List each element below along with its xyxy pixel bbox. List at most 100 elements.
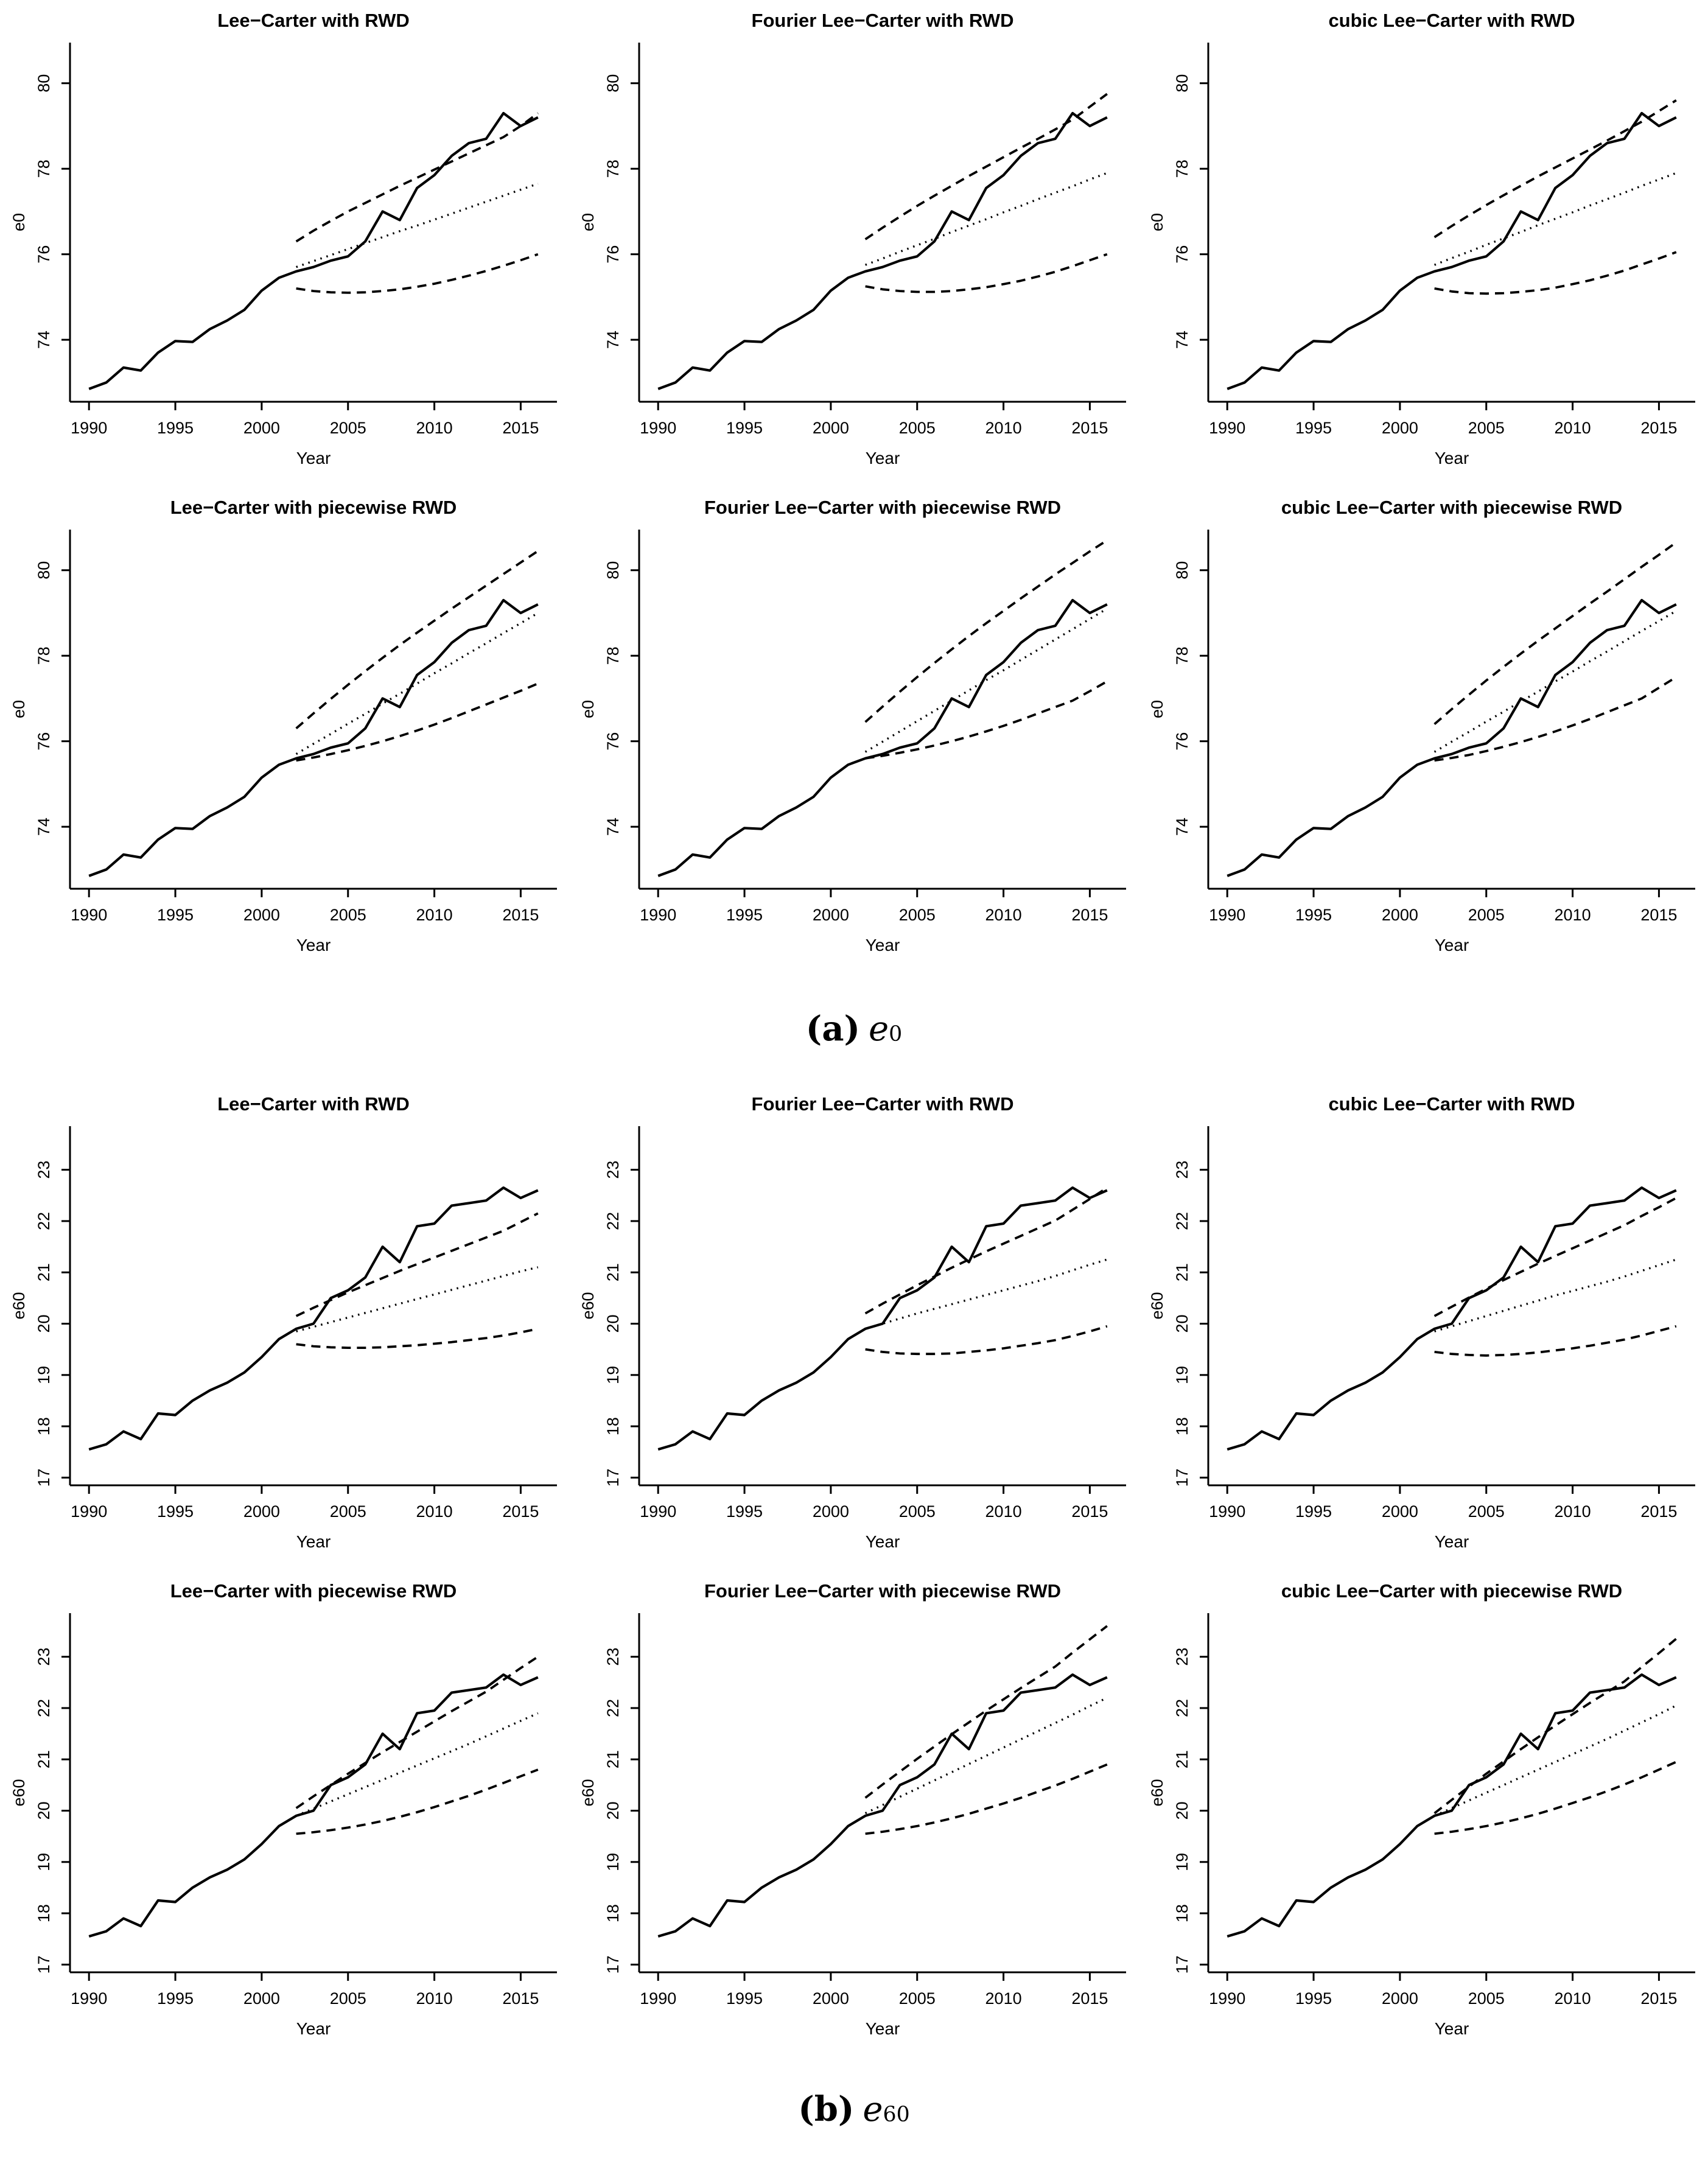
x-tick-label: 1990: [1209, 1989, 1245, 2008]
y-tick-label: 17: [604, 1955, 622, 1974]
x-tick-label: 1990: [1209, 1502, 1245, 1521]
x-tick-label: 2010: [416, 419, 453, 437]
x-axis-title: Year: [296, 449, 331, 468]
forecast-upper-interval-line: [295, 550, 539, 730]
y-tick-label: 80: [35, 74, 53, 93]
x-tick-label: 1990: [640, 1502, 676, 1521]
x-tick-label: 2005: [330, 906, 366, 924]
x-axis-title: Year: [1435, 2019, 1469, 2038]
forecast-lower-interval-line: [296, 253, 539, 294]
chart-canvas-e60-fourier-lc-rwd: Fourier Lee−Carter with RWD 1990 1995 2000 2…: [579, 1093, 1126, 1551]
y-tick-label: 22: [604, 1212, 622, 1230]
x-axis-title: Year: [296, 936, 331, 954]
forecast-mean-line: [295, 612, 539, 755]
x-tick-label: 2000: [813, 1502, 849, 1521]
y-tick-label: 18: [35, 1417, 53, 1435]
forecast-mean-line: [295, 1712, 539, 1817]
y-tick-label: 18: [604, 1417, 622, 1435]
x-tick-label: 2010: [1555, 419, 1591, 437]
x-tick-label: 2000: [1382, 1502, 1418, 1521]
figure-group-e60: Lee−Carter with RWD 1990 1995 2000 2005 2010 2…: [0, 1084, 1708, 2161]
y-axis-title: e0: [579, 700, 597, 718]
chart-e0-fourier-lc-piecewise-rwd: Fourier Lee−Carter with piecewise RWD 199…: [569, 487, 1138, 974]
y-tick-label: 74: [1173, 818, 1191, 836]
caption-a-label: (a): [805, 1009, 861, 1049]
x-tick-label: 2000: [1382, 419, 1418, 437]
chart-e0-lc-rwd: Lee−Carter with RWD 1990 1995 2000 2005 2010 2…: [0, 0, 569, 487]
x-tick-label: 2010: [985, 906, 1022, 924]
caption-a-subscript: 0: [889, 1021, 903, 1046]
y-tick-label: 23: [1173, 1648, 1191, 1666]
chart-canvas-e0-fourier-lc-rwd: Fourier Lee−Carter with RWD 1990 1995 2000 2…: [579, 10, 1126, 468]
x-tick-label: 1990: [1209, 906, 1245, 924]
x-tick-label: 2015: [1071, 1989, 1108, 2008]
forecast-mean-line: [865, 1258, 1108, 1330]
x-axis-title: Year: [296, 2019, 331, 2038]
x-tick-label: 1990: [640, 419, 676, 437]
x-tick-label: 1990: [640, 1989, 676, 2008]
forecast-upper-interval-line: [1433, 99, 1677, 239]
forecast-upper-interval-line: [864, 539, 1108, 723]
chart-e60-cubic-lc-piecewise-rwd: cubic Lee−Carter with piecewise RWD 1990 1…: [1138, 1571, 1707, 2058]
y-tick-label: 23: [604, 1161, 622, 1179]
forecast-lower-interval-line: [296, 1328, 539, 1350]
y-tick-label: 80: [35, 561, 53, 580]
forecast-mean-line: [1434, 1258, 1677, 1333]
y-tick-label: 80: [604, 561, 622, 580]
x-tick-label: 2010: [985, 1989, 1022, 2008]
x-tick-label: 1995: [1295, 1502, 1332, 1521]
y-tick-label: 21: [604, 1263, 622, 1281]
y-tick-label: 78: [1173, 159, 1191, 178]
y-axis-title: e60: [10, 1292, 28, 1319]
x-tick-label: 2015: [1640, 419, 1677, 437]
forecast-upper-interval-line: [295, 112, 539, 243]
x-tick-label: 2015: [1640, 1502, 1677, 1521]
x-tick-label: 2015: [1071, 906, 1108, 924]
forecast-lower-interval-line: [1434, 251, 1677, 295]
observed-line: [657, 1673, 1108, 1938]
y-tick-label: 20: [1173, 1314, 1191, 1333]
y-axis-title: e60: [1148, 1779, 1166, 1806]
x-tick-label: 2015: [1071, 419, 1108, 437]
x-tick-label: 1995: [726, 1502, 763, 1521]
observed-line: [88, 598, 539, 877]
chart-title: Lee−Carter with RWD: [217, 10, 410, 31]
x-tick-label: 2010: [1555, 1502, 1591, 1521]
caption-b: (b) e 60: [0, 2058, 1708, 2161]
y-tick-label: 21: [35, 1263, 53, 1281]
forecast-lower-interval-line: [296, 1768, 539, 1835]
chart-e60-cubic-lc-rwd: cubic Lee−Carter with RWD 1990 1995 2000 200…: [1138, 1084, 1707, 1571]
y-tick-label: 18: [1173, 1904, 1191, 1922]
x-tick-label: 2000: [813, 1989, 849, 2008]
y-tick-label: 74: [35, 331, 53, 349]
caption-a-symbol: e: [869, 1009, 889, 1049]
observed-line: [88, 1186, 539, 1451]
forecast-lower-interval-line: [1434, 676, 1677, 762]
chart-canvas-e0-lc-piecewise-rwd: Lee−Carter with piecewise RWD 1990 1995 200…: [10, 497, 557, 954]
forecast-mean-line: [296, 1266, 539, 1333]
figure-group-e0: Lee−Carter with RWD 1990 1995 2000 2005 2010 2…: [0, 0, 1695, 1049]
chart-title: Fourier Lee−Carter with RWD: [752, 1093, 1014, 1115]
y-tick-label: 78: [604, 646, 622, 665]
x-tick-label: 1990: [71, 1502, 107, 1521]
observed-line: [657, 1186, 1108, 1451]
forecast-upper-interval-line: [1433, 541, 1677, 726]
chart-canvas-e60-cubic-lc-rwd: cubic Lee−Carter with RWD 1990 1995 2000 200…: [1148, 1093, 1695, 1551]
y-tick-label: 76: [604, 732, 622, 751]
x-tick-label: 2015: [502, 906, 539, 924]
caption-b-symbol: e: [863, 2089, 883, 2129]
x-tick-label: 2015: [1071, 1502, 1108, 1521]
x-tick-label: 1990: [1209, 419, 1245, 437]
observed-line: [657, 111, 1108, 390]
x-axis-title: Year: [1435, 936, 1469, 954]
y-tick-label: 19: [604, 1853, 622, 1871]
x-tick-label: 2005: [330, 1989, 366, 2008]
x-tick-label: 1995: [157, 906, 194, 924]
y-tick-label: 18: [1173, 1417, 1191, 1435]
x-tick-label: 1995: [157, 419, 194, 437]
x-tick-label: 1990: [71, 906, 107, 924]
y-tick-label: 21: [35, 1750, 53, 1768]
observed-line: [657, 598, 1108, 877]
x-tick-label: 2005: [899, 1502, 936, 1521]
y-tick-label: 74: [1173, 331, 1191, 349]
